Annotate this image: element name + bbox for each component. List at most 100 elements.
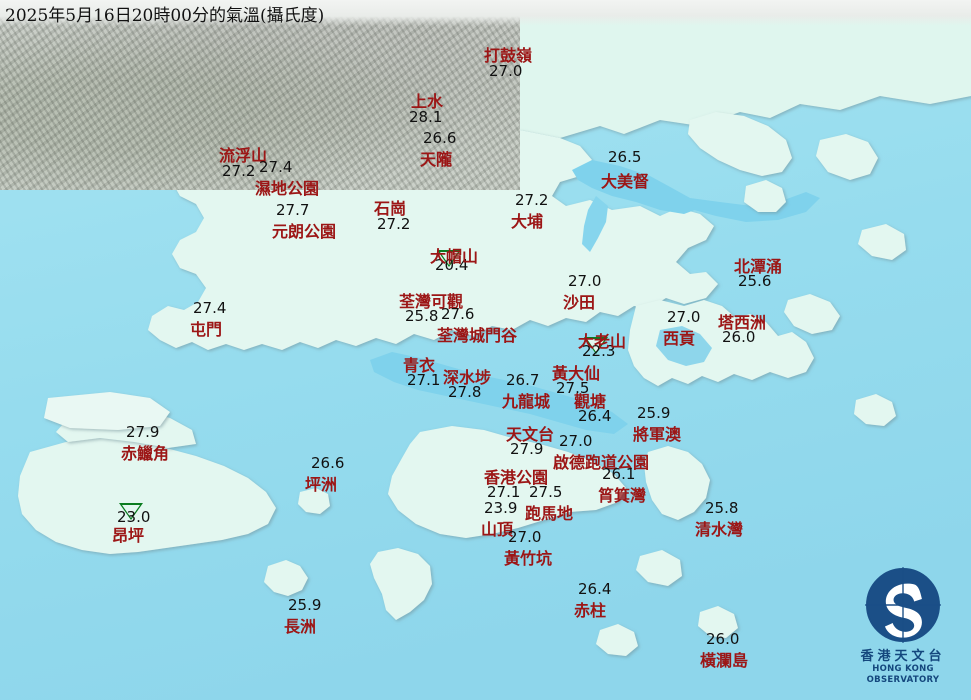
station-name: 荃灣城門谷 (437, 326, 518, 345)
station-value: 26.0 (706, 630, 740, 648)
station-name: 坪洲 (305, 475, 338, 494)
station-value: 27.0 (667, 308, 701, 326)
station-name: 西貢 (663, 329, 696, 348)
station-value: 26.4 (578, 580, 612, 598)
station-value: 20.4 (435, 256, 469, 274)
station-name: 大老山 (578, 332, 627, 351)
station-name: 石崗 (374, 199, 407, 218)
station-name: 橫瀾島 (700, 651, 749, 670)
station-value: 26.7 (506, 371, 540, 389)
satellite-imagery-overlay (0, 0, 520, 190)
ne-islands (816, 134, 878, 180)
page-title: 2025年5月16日20時00分的氣溫(攝氏度) (5, 6, 325, 26)
tolo-harbour-water (572, 160, 700, 214)
high-island (784, 294, 840, 334)
station-name: 將軍澳 (633, 425, 682, 444)
station-name: 天隴 (420, 150, 453, 169)
station-value: 26.1 (602, 465, 636, 483)
station-value: 27.9 (126, 423, 160, 441)
station-value: 27.4 (259, 158, 293, 176)
po-toi-island (596, 624, 638, 656)
station-value: 27.7 (276, 201, 310, 219)
station-name: 筲箕灣 (598, 486, 647, 505)
station-value: 28.1 (409, 108, 443, 126)
station-value: 26.6 (423, 129, 457, 147)
station-value: 27.6 (441, 305, 475, 323)
station-value: 27.1 (487, 483, 521, 501)
east-islet-a (858, 224, 906, 260)
station-name: 九龍城 (502, 392, 551, 411)
station-name: 塔西洲 (718, 313, 767, 332)
station-name: 流浮山 (219, 146, 268, 165)
plover-cove-land (688, 112, 792, 176)
station-name: 深水埗 (443, 368, 492, 387)
south-islet (636, 550, 682, 586)
lantau-island (18, 438, 276, 554)
station-name: 濕地公園 (255, 179, 320, 198)
waglan-island (698, 606, 738, 638)
station-name: 赤柱 (574, 601, 607, 620)
logo-english-text: HONG KONG OBSERVATORY (866, 664, 940, 685)
station-value: 27.2 (515, 191, 549, 209)
station-name: 黃大仙 (552, 364, 601, 383)
shatin-inlet-water (582, 196, 608, 252)
station-value: 25.6 (738, 272, 772, 290)
hko-logo: 香港天文台 HONG KONG OBSERVATORY (841, 562, 965, 698)
station-name: 上水 (411, 92, 444, 111)
station-marker-triangle (584, 337, 608, 354)
station-name: 大美督 (601, 172, 650, 191)
station-value: 27.0 (568, 272, 602, 290)
hko-spiral-icon (865, 567, 941, 643)
station-value: 26.5 (608, 148, 642, 166)
station-value: 27.5 (556, 379, 590, 397)
station-name: 黃竹坑 (504, 549, 553, 568)
station-value: 27.5 (529, 483, 563, 501)
station-value: 27.0 (508, 528, 542, 546)
station-value: 26.4 (578, 407, 612, 425)
hong-kong-island (388, 426, 626, 538)
logo-chinese-text: 香港天文台 (860, 649, 946, 664)
station-name: 長洲 (284, 617, 317, 636)
station-value: 27.2 (377, 215, 411, 233)
station-value: 27.2 (222, 162, 256, 180)
station-value: 23.9 (484, 499, 518, 517)
station-value: 26.6 (311, 454, 345, 472)
station-name: 青衣 (403, 356, 436, 375)
station-value: 27.0 (489, 62, 523, 80)
station-value: 27.4 (193, 299, 227, 317)
station-name: 跑馬地 (525, 504, 574, 523)
title-bar (0, 0, 971, 26)
station-value: 27.0 (559, 432, 593, 450)
station-value: 25.8 (405, 307, 439, 325)
station-name: 沙田 (563, 293, 596, 312)
station-name: 荃灣可觀 (399, 292, 464, 311)
station-value: 27.1 (407, 371, 441, 389)
sai-kung-peninsula (628, 300, 814, 386)
victoria-harbour-water (370, 352, 628, 434)
station-name: 香港公園 (484, 468, 549, 487)
station-name: 大埔 (511, 212, 544, 231)
station-value: 25.9 (288, 596, 322, 614)
station-value: 27.8 (448, 383, 482, 401)
station-value: 25.9 (637, 404, 671, 422)
station-name: 觀塘 (574, 392, 607, 411)
cheung-chau-island (264, 560, 308, 596)
station-value: 26.0 (722, 328, 756, 346)
station-name: 昂坪 (112, 526, 145, 545)
station-value: 27.9 (510, 440, 544, 458)
station-name: 啟德跑道公園 (553, 453, 650, 472)
station-name: 山頂 (481, 520, 514, 539)
station-value: 22.3 (582, 342, 616, 360)
chek-lap-kok-airport (44, 392, 170, 430)
clear-water-bay-peninsula (644, 446, 710, 520)
station-name: 北潭涌 (734, 257, 783, 276)
station-marker-triangle (119, 503, 143, 520)
station-value: 25.8 (705, 499, 739, 517)
station-value: 23.0 (117, 508, 151, 526)
station-marker-triangle (437, 250, 461, 267)
lamma-island (370, 548, 432, 620)
station-name: 赤鱲角 (121, 444, 170, 463)
station-name: 打鼓嶺 (484, 46, 533, 65)
station-name: 天文台 (506, 425, 555, 444)
